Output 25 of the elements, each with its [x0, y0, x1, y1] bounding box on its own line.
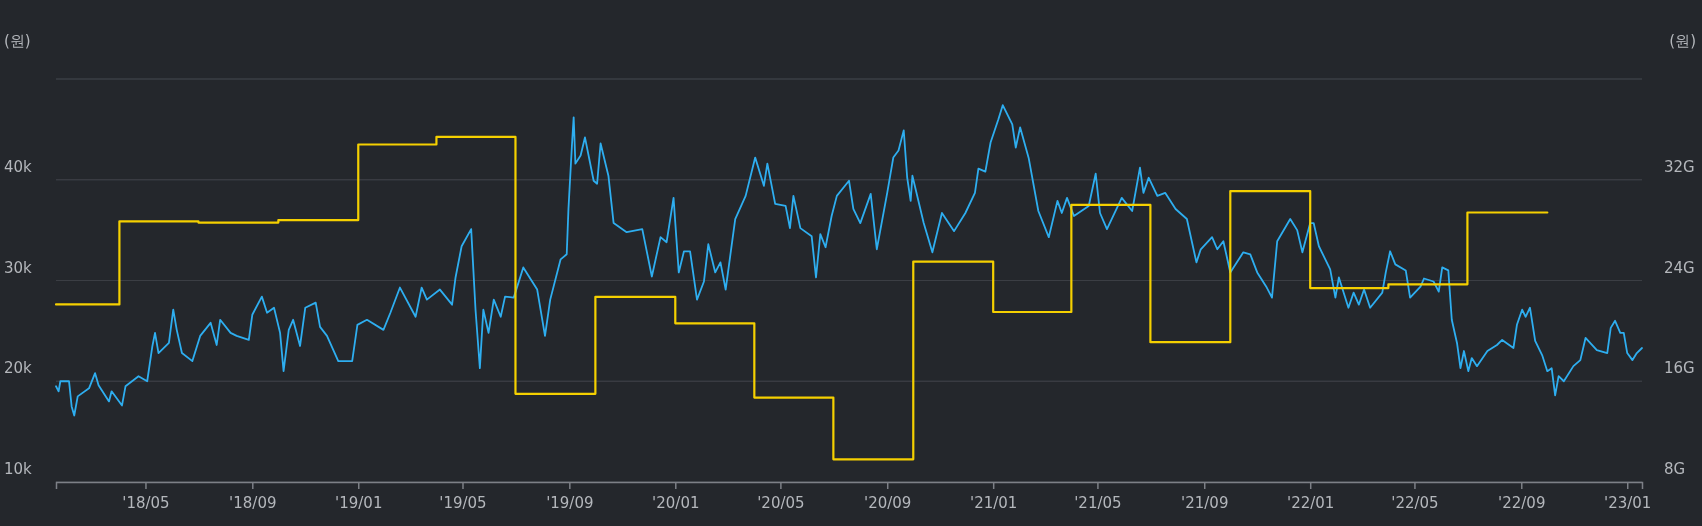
x-tick-label: '18/09	[229, 493, 277, 512]
y2-tick-label: 16G	[1664, 359, 1695, 378]
x-tick-label: '20/01	[652, 493, 700, 512]
y-axis-title: (원)	[4, 32, 31, 50]
x-tick-label: '19/09	[546, 493, 594, 512]
x-tick-label: '22/05	[1391, 493, 1439, 512]
x-tick-label: '19/01	[335, 493, 383, 512]
x-tick-label: '21/05	[1074, 493, 1122, 512]
x-tick-label: '20/09	[864, 493, 912, 512]
y2-tick-label: 24G	[1664, 258, 1695, 277]
y-tick-label: 40k	[4, 157, 33, 176]
x-tick-label: '22/09	[1498, 493, 1546, 512]
x-tick-label: '20/05	[757, 493, 805, 512]
y2-tick-label: 8G	[1664, 460, 1686, 478]
x-tick-label: '22/01	[1287, 493, 1335, 512]
x-tick-label: '18/05	[122, 493, 170, 512]
y-tick-label: 10k	[4, 460, 33, 478]
x-tick-label: '23/01	[1604, 493, 1652, 512]
x-tick-label: '21/01	[970, 493, 1018, 512]
x-tick-label: '21/09	[1181, 493, 1229, 512]
y2-tick-label: 32G	[1664, 157, 1695, 176]
y2-axis-title: (원)	[1669, 32, 1696, 50]
y-tick-label: 30k	[4, 258, 33, 277]
y-tick-label: 20k	[4, 359, 33, 378]
x-tick-label: '19/05	[439, 493, 487, 512]
